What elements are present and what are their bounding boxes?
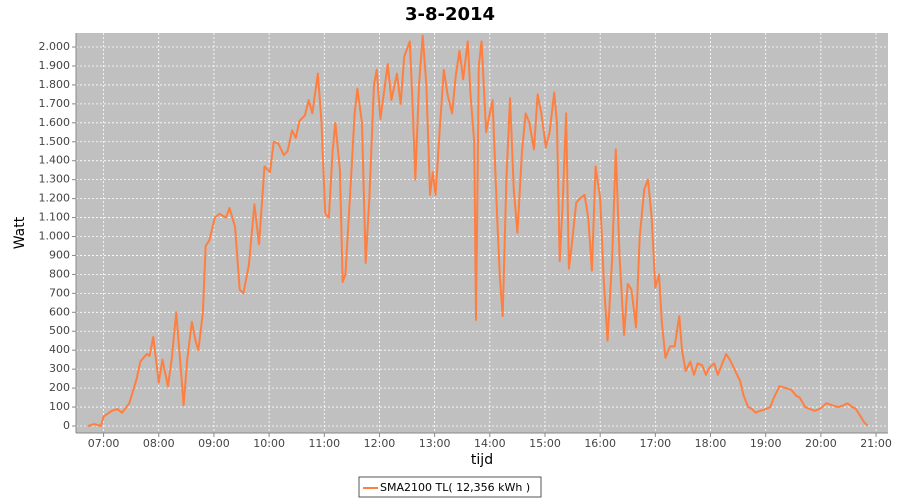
x-tick-label: 16:00 [584, 437, 616, 450]
y-tick-label: 600 [49, 305, 70, 318]
x-tick-label: 11:00 [308, 437, 340, 450]
y-tick-label: 1.500 [39, 135, 71, 148]
y-tick-label: 800 [49, 267, 70, 280]
x-tick-label: 12:00 [364, 437, 396, 450]
y-tick-label: 700 [49, 286, 70, 299]
y-tick-label: 1.200 [39, 192, 71, 205]
y-tick-label: 900 [49, 248, 70, 261]
y-axis-label: Watt [12, 216, 28, 249]
legend-box [358, 476, 542, 498]
y-tick-label: 1.700 [39, 97, 71, 110]
y-tick-label: 100 [49, 400, 70, 413]
x-tick-label: 10:00 [253, 437, 285, 450]
x-tick-label: 15:00 [529, 437, 561, 450]
legend-label: SMA2100 TL( 12,356 kWh ) [380, 481, 530, 494]
x-tick-label: 21:00 [860, 437, 892, 450]
y-tick-label: 1.300 [39, 173, 71, 186]
x-axis-label: tijd [471, 452, 493, 468]
x-tick-label: 17:00 [639, 437, 671, 450]
y-tick-label: 400 [49, 343, 70, 356]
plot-area [76, 33, 888, 433]
y-tick-label: 300 [49, 362, 70, 375]
y-tick-label: 1.000 [39, 230, 71, 243]
y-tick-label: 1.600 [39, 116, 71, 129]
x-tick-label: 08:00 [143, 437, 175, 450]
y-tick-label: 200 [49, 381, 70, 394]
x-tick-label: 18:00 [695, 437, 727, 450]
y-tick-label: 1.800 [39, 78, 71, 91]
x-tick-label: 20:00 [805, 437, 837, 450]
series-line [87, 34, 869, 427]
y-tick-label: 2.000 [39, 40, 71, 53]
y-tick-label: 1.100 [39, 211, 71, 224]
y-tick-label: 0 [63, 419, 70, 432]
x-tick-label: 13:00 [419, 437, 451, 450]
y-tick-label: 500 [49, 324, 70, 337]
x-tick-label: 14:00 [474, 437, 506, 450]
x-tick-label: 07:00 [88, 437, 120, 450]
marks [87, 34, 869, 427]
grid [76, 33, 888, 433]
chart-title: 3-8-2014 [405, 4, 495, 25]
x-tick-label: 09:00 [198, 437, 230, 450]
y-tick-label: 1.400 [39, 154, 71, 167]
y-tick-label: 1.900 [39, 59, 71, 72]
x-tick-label: 19:00 [750, 437, 782, 450]
